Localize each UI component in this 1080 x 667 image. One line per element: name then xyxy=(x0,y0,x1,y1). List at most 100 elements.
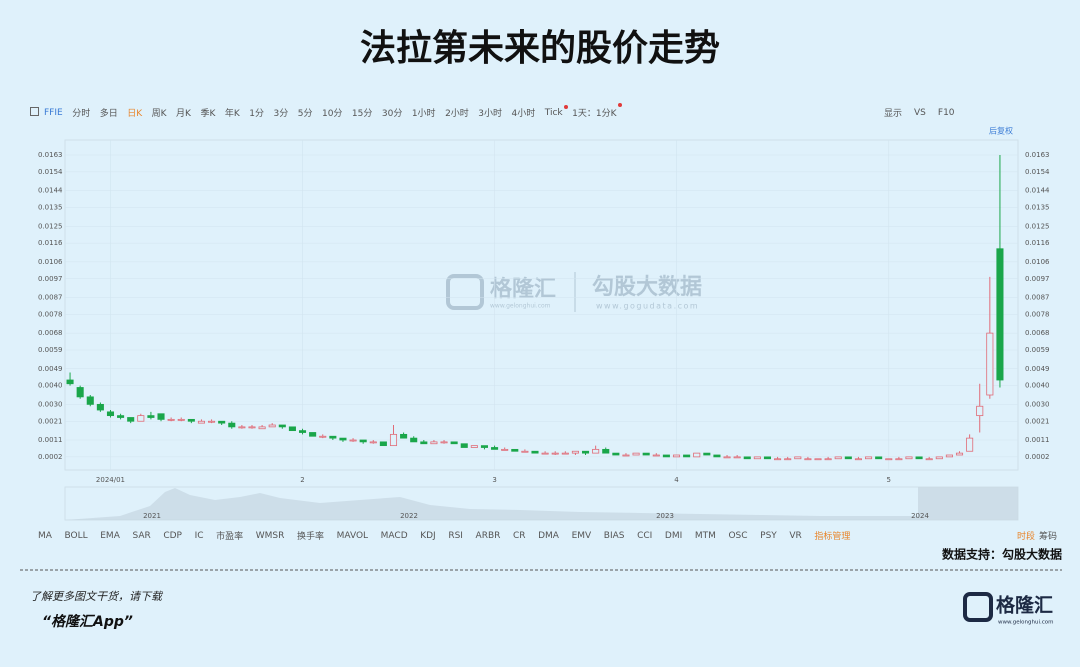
candle-body xyxy=(865,456,873,460)
x-tick-label: 2 xyxy=(300,476,304,484)
candle-body xyxy=(369,441,377,444)
y2-tick-label: 0.0059 xyxy=(1025,346,1050,354)
candle-body xyxy=(167,418,175,421)
toolbar-item[interactable]: 1小时 xyxy=(411,109,436,119)
candle-body xyxy=(218,420,226,424)
toolbar-item[interactable]: VS xyxy=(914,107,926,118)
toolbar-item[interactable]: 月K xyxy=(176,109,191,119)
navigator-year: 2021 xyxy=(143,512,161,520)
indicator-tab[interactable]: IC xyxy=(194,530,204,541)
candle-body xyxy=(440,441,448,444)
toolbar-item[interactable]: 1分 xyxy=(249,109,264,119)
x-tick-label: 5 xyxy=(887,476,891,484)
indicator-tab[interactable]: BIAS xyxy=(603,530,625,541)
indicator-tab[interactable]: RSI xyxy=(448,530,463,541)
toolbar-item[interactable]: 15分 xyxy=(351,109,373,119)
candle-body xyxy=(571,450,579,454)
footer-line2: “格隆汇App” xyxy=(42,613,133,630)
toolbar-item[interactable]: 1天：1分K xyxy=(572,103,622,119)
y2-tick-label: 0.0154 xyxy=(1025,168,1050,176)
indicator-tab[interactable]: MTM xyxy=(694,530,716,541)
toolbar-item[interactable]: F10 xyxy=(937,107,955,118)
y-tick-label: 0.0040 xyxy=(38,382,63,390)
page-title: 法拉第未来的股价走势 xyxy=(360,28,720,69)
toolbar-item[interactable]: 4小时 xyxy=(511,109,536,119)
candle-body xyxy=(511,448,519,452)
indicator-tab[interactable]: OSC xyxy=(728,530,748,541)
y2-tick-label: 0.0002 xyxy=(1025,453,1050,461)
indicator-tab[interactable]: CCI xyxy=(637,530,653,541)
candle-body xyxy=(834,456,842,460)
period-tab[interactable]: 筹码 xyxy=(1039,532,1058,542)
toolbar-item[interactable]: FFIE xyxy=(30,107,63,118)
indicator-tab[interactable]: ARBR xyxy=(475,530,501,541)
candle-body xyxy=(127,417,135,422)
candle-body xyxy=(238,426,246,429)
indicator-tab[interactable]: PSY xyxy=(760,530,777,541)
indicator-tab[interactable]: EMA xyxy=(100,530,120,541)
candle-body xyxy=(470,445,478,448)
toolbar-item[interactable]: 10分 xyxy=(321,109,343,119)
y2-tick-label: 0.0021 xyxy=(1025,417,1050,425)
y-tick-label: 0.0011 xyxy=(38,436,63,444)
y2-tick-label: 0.0011 xyxy=(1025,436,1050,444)
candle-body xyxy=(460,443,468,448)
indicator-tab[interactable]: CDP xyxy=(163,530,182,541)
toolbar-item[interactable]: 显示 xyxy=(884,109,903,119)
indicator-tab[interactable]: BOLL xyxy=(64,530,88,541)
candle-body xyxy=(258,426,266,430)
indicator-tab[interactable]: DMA xyxy=(538,530,559,541)
indicator-tab[interactable]: MAVOL xyxy=(336,530,369,541)
toolbar-item[interactable]: 2小时 xyxy=(445,109,469,119)
toolbar-item[interactable]: 分时 xyxy=(72,109,91,119)
indicator-tab[interactable]: VR xyxy=(789,530,802,541)
y-tick-label: 0.0049 xyxy=(38,365,63,373)
indicator-tab[interactable]: KDJ xyxy=(420,530,436,541)
candle-body xyxy=(935,456,943,460)
candle-body xyxy=(86,396,94,405)
y2-tick-label: 0.0125 xyxy=(1025,222,1050,230)
toolbar-item[interactable]: 季K xyxy=(200,109,216,119)
candle-body xyxy=(905,456,913,460)
toolbar-item[interactable]: Tick xyxy=(544,104,568,118)
toolbar-item[interactable]: 多日 xyxy=(99,109,118,119)
candle-body xyxy=(117,415,125,418)
indicator-tab[interactable]: 换手率 xyxy=(296,532,324,542)
indicator-tab[interactable]: SAR xyxy=(132,530,151,541)
y2-tick-label: 0.0078 xyxy=(1025,310,1050,318)
toolbar-item[interactable]: 3小时 xyxy=(478,109,503,119)
y-tick-label: 0.0116 xyxy=(38,239,63,247)
candle-body xyxy=(430,441,438,445)
toolbar-item[interactable]: 日K xyxy=(127,109,143,119)
toolbar-item[interactable]: 5分 xyxy=(297,109,313,119)
candle-body xyxy=(106,411,115,417)
indicator-tab[interactable]: 指标管理 xyxy=(814,532,851,542)
candle-body xyxy=(672,454,681,458)
candle-body xyxy=(854,458,862,461)
candle-body xyxy=(379,441,387,447)
indicator-tab[interactable]: DMI xyxy=(664,530,683,541)
candle-body xyxy=(319,435,327,438)
candle-body xyxy=(945,454,953,458)
indicator-tab[interactable]: CR xyxy=(512,530,526,541)
period-tab[interactable]: 时段 xyxy=(1017,532,1036,542)
candle-body xyxy=(228,422,236,428)
candle-body xyxy=(582,450,590,454)
candle-body xyxy=(824,458,832,461)
indicator-tab[interactable]: 市盈率 xyxy=(216,532,244,542)
candle-body xyxy=(501,448,509,451)
toolbar-item[interactable]: 30分 xyxy=(381,109,403,119)
indicator-tab[interactable]: WMSR xyxy=(255,530,285,541)
indicator-tab[interactable]: MACD xyxy=(380,530,408,541)
candle-body xyxy=(147,415,155,418)
toolbar-item[interactable]: 周K xyxy=(151,109,167,119)
toolbar-item[interactable]: 3分 xyxy=(273,109,289,119)
adjust-label[interactable]: 后复权 xyxy=(989,126,1013,136)
candle-body xyxy=(925,458,933,461)
indicator-tab[interactable]: EMV xyxy=(571,530,592,541)
y-tick-label: 0.0059 xyxy=(38,346,63,354)
toolbar-item[interactable]: 年K xyxy=(224,109,240,119)
indicator-tab[interactable]: MA xyxy=(38,530,52,541)
indicator-bar: MA BOLL EMA SAR CDP IC 市盈率 WMSR 换手率 MAVOL MACD KDJ R… xyxy=(38,529,851,543)
candle-body xyxy=(794,456,802,460)
